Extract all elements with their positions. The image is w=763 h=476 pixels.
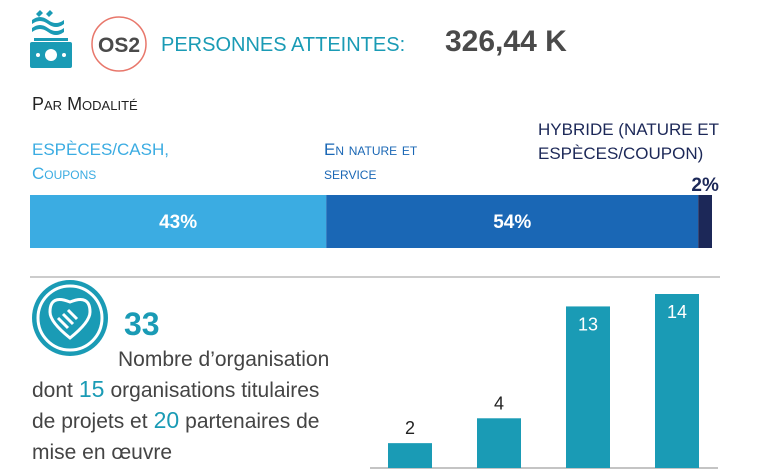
modality-name: En nature et xyxy=(324,140,418,159)
org-description-line: dont 15 organisations titulaires xyxy=(32,376,319,402)
header-value: 326,44 K xyxy=(445,25,567,58)
modality-name: Coupons xyxy=(32,164,96,183)
badge-circle xyxy=(91,16,147,72)
org-number: 15 xyxy=(79,376,105,402)
header-label: PERSONNES ATTEINTES: xyxy=(161,34,405,56)
bar-value-label: 13 xyxy=(578,314,598,334)
bar-value-label: 4 xyxy=(494,393,504,413)
modality-value-label: 54% xyxy=(493,212,531,233)
modality-name: service xyxy=(324,164,376,183)
org-text: Nombre d’organisation xyxy=(118,348,329,371)
modality-segment xyxy=(326,195,699,248)
org-description-line: mise en œuvre xyxy=(32,441,172,464)
org-text: de projets et xyxy=(32,410,148,433)
org-text: dont xyxy=(32,379,73,402)
org-text: organisations titulaires xyxy=(110,379,319,402)
modality-name: ESPÈCES/COUPON) xyxy=(538,144,703,163)
org-description-line: de projets et 20 partenaires de xyxy=(32,407,319,433)
bar-value-label: 14 xyxy=(667,302,687,322)
modality-segment xyxy=(698,195,712,248)
modality-value-label: 43% xyxy=(159,212,197,233)
modality-name: HYBRIDE (NATURE ET xyxy=(538,120,719,139)
bar xyxy=(477,418,521,468)
bar xyxy=(655,294,699,468)
modality-segment xyxy=(30,195,327,248)
modality-value-label: 2% xyxy=(691,175,719,196)
handshake-icon xyxy=(32,280,108,356)
org-count: 33 xyxy=(124,306,160,342)
org-text: partenaires de xyxy=(185,410,319,433)
bar xyxy=(388,443,432,468)
bar xyxy=(566,306,610,468)
food-cash-icon xyxy=(30,10,72,68)
modality-name: ESPÈCES/CASH, xyxy=(32,140,169,159)
org-text: mise en œuvre xyxy=(32,441,172,464)
badge: OS2 xyxy=(98,34,140,57)
section-title: Par Modalité xyxy=(32,94,138,114)
org-number: 20 xyxy=(154,407,180,433)
bar-value-label: 2 xyxy=(405,418,415,438)
org-description-line: Nombre d’organisation xyxy=(118,348,329,371)
